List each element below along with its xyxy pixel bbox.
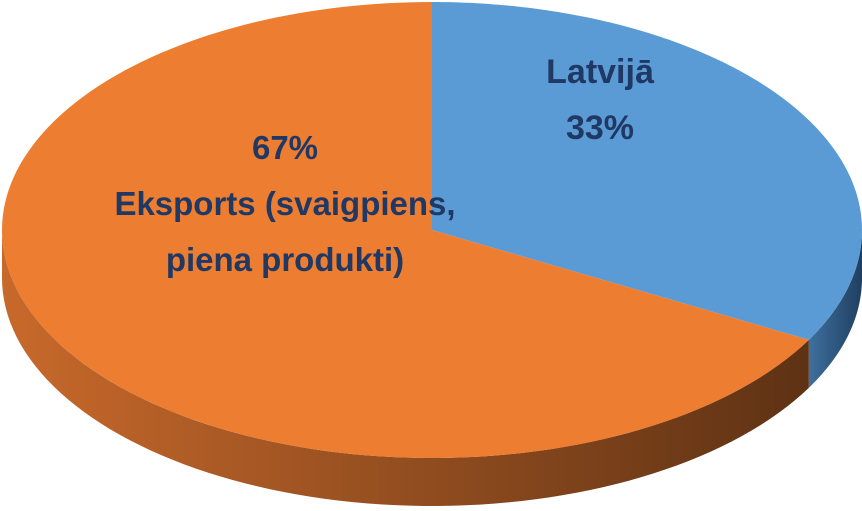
slice-label: Latvijā 33% xyxy=(480,44,720,156)
slice xyxy=(2,2,809,458)
value-label: 67% xyxy=(251,129,319,166)
category-label: Latvijā xyxy=(546,53,654,91)
value-label: 33% xyxy=(565,109,635,147)
slice-side xyxy=(808,230,862,388)
slice xyxy=(432,2,862,340)
category-label: Eksports (svaigpiens, piena produkti) xyxy=(114,185,456,278)
slice-side xyxy=(2,230,809,506)
slice-label: 67% Eksports (svaigpiens, piena produkti… xyxy=(95,120,475,288)
